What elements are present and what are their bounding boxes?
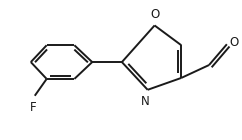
Text: O: O — [230, 36, 239, 49]
Text: O: O — [150, 9, 159, 21]
Text: F: F — [30, 101, 36, 114]
Text: N: N — [141, 95, 150, 108]
